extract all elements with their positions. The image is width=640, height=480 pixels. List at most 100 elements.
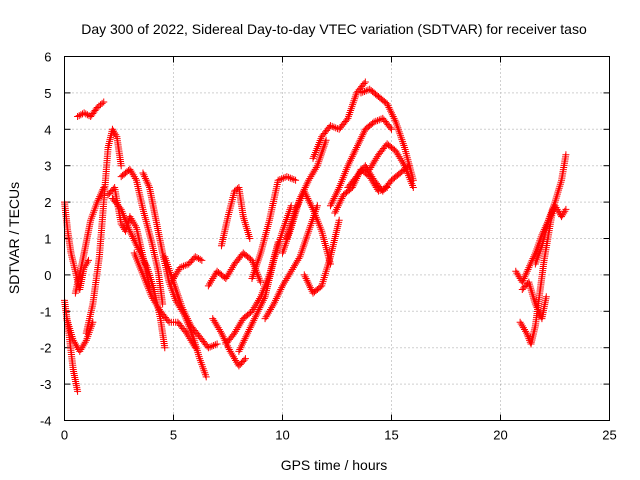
data-point <box>145 182 153 190</box>
data-point <box>306 284 314 292</box>
data-point <box>152 300 160 308</box>
data-point <box>352 145 360 153</box>
data-point <box>99 185 107 193</box>
data-point <box>81 338 89 346</box>
data-point <box>526 262 534 270</box>
data-point <box>217 329 225 337</box>
data-point <box>348 153 356 161</box>
series-trace-h <box>117 165 167 308</box>
data-point <box>241 335 249 343</box>
data-point <box>69 336 77 344</box>
data-point <box>360 87 368 95</box>
data-point <box>370 118 378 126</box>
data-point <box>227 265 235 273</box>
data-point <box>293 202 301 210</box>
x-tick-label: 5 <box>170 428 177 443</box>
data-point <box>516 318 524 326</box>
data-point <box>150 296 158 304</box>
data-point <box>251 313 259 321</box>
data-point <box>303 180 311 188</box>
data-point <box>260 295 268 303</box>
data-point <box>334 185 342 193</box>
data-point <box>111 129 119 137</box>
data-point <box>333 205 341 213</box>
data-point <box>96 193 104 201</box>
data-point <box>304 194 312 202</box>
data-point <box>186 335 194 343</box>
data-point <box>258 298 266 306</box>
data-point <box>226 267 234 275</box>
data-point <box>137 251 145 259</box>
series-trace-b <box>61 296 82 395</box>
data-point <box>560 209 568 217</box>
data-point <box>523 331 531 339</box>
data-point <box>303 193 311 201</box>
data-point <box>278 175 286 183</box>
data-point <box>206 343 214 351</box>
data-point <box>190 342 198 350</box>
data-point <box>136 249 144 257</box>
data-point <box>308 204 316 212</box>
data-point <box>513 269 521 277</box>
data-point <box>237 344 245 352</box>
data-point <box>80 109 88 117</box>
series-trace-j <box>139 169 210 381</box>
data-point <box>559 211 567 219</box>
data-point <box>79 342 87 350</box>
data-point <box>208 276 216 284</box>
data-point <box>273 293 281 301</box>
data-point <box>148 293 156 301</box>
data-point <box>522 327 530 335</box>
data-point <box>331 209 339 217</box>
data-point <box>238 340 246 348</box>
data-point <box>360 129 368 137</box>
data-point <box>365 167 373 175</box>
data-point <box>258 300 266 308</box>
data-point <box>276 176 284 184</box>
data-point <box>368 173 376 181</box>
data-point <box>93 198 101 206</box>
series-trace-d <box>74 98 108 121</box>
data-point <box>283 275 291 283</box>
data-point <box>371 156 379 164</box>
data-point <box>252 311 260 319</box>
data-point <box>250 316 258 324</box>
x-tick-label: 10 <box>275 428 289 443</box>
tick-labels: 0 5 10 15 20 25 -4 -3 -2 -1 0 1 2 3 4 5 6 <box>40 50 617 443</box>
data-point <box>171 273 179 281</box>
data-point <box>302 275 310 283</box>
data-point <box>262 313 270 321</box>
data-point <box>558 213 566 221</box>
data-point <box>224 271 232 279</box>
data-point <box>184 331 192 339</box>
data-point <box>296 196 304 204</box>
data-point <box>353 144 361 151</box>
data-point <box>225 346 233 354</box>
data-point <box>390 114 398 122</box>
data-point <box>522 269 530 277</box>
data-point <box>219 333 227 341</box>
data-point <box>354 140 362 148</box>
data-point <box>181 261 189 269</box>
data-point <box>328 198 336 206</box>
data-point <box>386 124 394 132</box>
data-point <box>76 347 84 355</box>
data-point <box>178 304 186 312</box>
data-point <box>310 167 318 175</box>
data-point <box>335 200 343 208</box>
data-point <box>128 216 136 224</box>
data-point <box>231 329 239 337</box>
data-point <box>295 198 303 206</box>
data-point <box>333 187 341 195</box>
data-point <box>75 112 83 120</box>
data-point <box>395 153 403 161</box>
data-point <box>531 300 539 308</box>
series-trace-x <box>309 78 369 162</box>
data-point <box>193 254 201 262</box>
data-point <box>520 275 528 283</box>
data-point <box>204 282 212 290</box>
x-axis-label: GPS time / hours <box>281 457 388 473</box>
data-point <box>229 353 237 361</box>
data-point <box>287 202 295 210</box>
